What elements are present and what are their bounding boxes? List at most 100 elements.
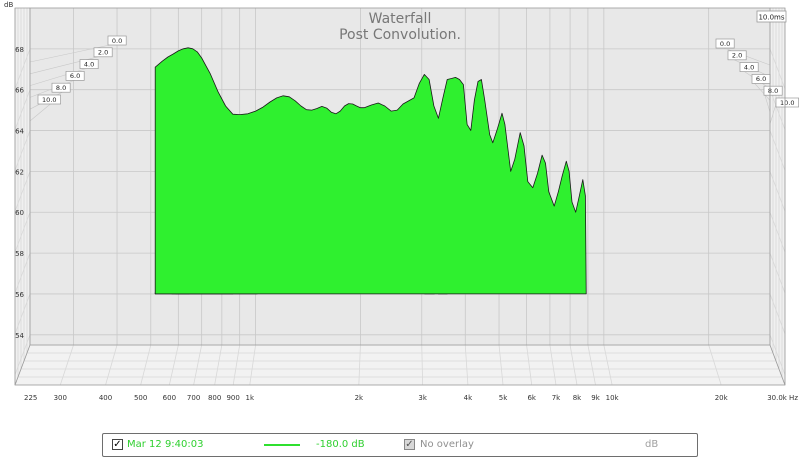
y-tick-label: 60 — [15, 209, 24, 217]
time-tick-label-right: 6.0 — [756, 75, 766, 83]
time-tick-box-left — [51, 82, 71, 93]
time-tick-box-left — [79, 59, 99, 69]
time-tick-label-right: 10.0 — [780, 99, 794, 107]
floor-grid — [14, 344, 786, 386]
time-tick-label-left: 2.0 — [98, 49, 108, 57]
x-floor-gridline — [526, 344, 533, 386]
chart-subtitle: Post Convolution. — [339, 27, 461, 43]
x-tick-label: 2k — [355, 394, 364, 402]
x-tick-label: 10k — [606, 394, 620, 402]
time-tick-label-left: 4.0 — [84, 60, 94, 68]
x-floor-gridline — [498, 344, 504, 386]
legend-series-value: -180.0 dB — [316, 439, 365, 450]
y-tick-label: 54 — [15, 332, 24, 340]
x-tick-label: 800 — [208, 394, 221, 402]
y-tick-label: 62 — [15, 168, 24, 176]
time-tick-box-right — [763, 85, 783, 96]
x-tick-label: 400 — [99, 394, 112, 402]
x-floor-gridline — [140, 344, 152, 386]
x-floor-gridline — [569, 344, 578, 386]
y-gridline-right-wall — [769, 48, 786, 89]
time-guide-right — [769, 103, 777, 125]
x-tick-label: 30.0k Hz — [767, 394, 798, 402]
y-gridline-right-wall — [769, 171, 786, 212]
x-floor-gridline — [549, 344, 557, 386]
legend-box: ✓ Mar 12 9:40:03 -180.0 dB ✓ No overlay … — [102, 433, 698, 457]
x-tick-label: 20k — [715, 394, 729, 402]
legend-overlay-name[interactable]: No overlay — [420, 439, 474, 450]
y-gridline-left-wall — [14, 293, 31, 335]
y-gridline-left-wall — [14, 171, 31, 212]
chart-title: Waterfall — [369, 11, 432, 27]
y-gridline-right-wall — [769, 130, 786, 171]
time-tick-label-left: 8.0 — [56, 84, 66, 92]
x-floor-gridline — [168, 344, 179, 386]
y-gridline-right-wall — [769, 334, 786, 375]
x-floor-gridline — [603, 344, 613, 386]
x-tick-label: 4k — [464, 394, 473, 402]
time-tick-box-right — [727, 50, 747, 61]
x-tick-label: 1k — [245, 394, 254, 402]
x-tick-label: 700 — [187, 394, 200, 402]
right-depth-edge — [769, 344, 786, 386]
y-gridline-left-wall — [14, 48, 31, 89]
time-tick-box-left — [37, 94, 61, 105]
time-tick-box-right — [715, 38, 735, 49]
x-floor-gridline — [214, 344, 223, 386]
floor-plane — [15, 345, 785, 385]
x-floor-gridline — [105, 344, 118, 386]
time-tick-box-left — [65, 71, 85, 81]
x-floor-gridline — [232, 344, 241, 386]
time-tick-box-right — [739, 62, 759, 72]
x-floor-gridline — [358, 344, 361, 386]
y-gridline-left-wall — [14, 212, 31, 253]
series-area-0ms — [154, 47, 587, 295]
time-tick-label-right: 2.0 — [732, 52, 742, 60]
back-frame — [29, 7, 771, 346]
x-tick-label: 300 — [54, 394, 67, 402]
time-tick-label-right: 8.0 — [768, 87, 778, 95]
y-gridline-left-wall — [14, 130, 31, 171]
y-axis: 54 56 58 60 62 64 66 68 — [15, 46, 24, 340]
time-tick-label-left: 6.0 — [70, 72, 80, 80]
series-visibility-checkbox[interactable]: ✓ — [112, 439, 123, 450]
plot-frame — [14, 7, 786, 386]
y-gridline-right-wall — [769, 293, 786, 335]
x-tick-label: 900 — [226, 394, 239, 402]
x-floor-gridline — [708, 344, 722, 386]
y-tick-label: 66 — [15, 87, 24, 95]
time-tick-label-right: 0.0 — [720, 40, 730, 48]
time-axis: 0.02.04.06.08.010.00.02.04.06.08.010.0 — [29, 35, 799, 125]
legend-series-swatch — [264, 444, 300, 446]
y-tick-label: 64 — [15, 128, 24, 136]
x-floor-gridline — [249, 344, 256, 386]
x-floor-gridline — [59, 344, 74, 386]
y-tick-label: 58 — [15, 250, 24, 258]
y-gridline-left-wall — [14, 252, 31, 294]
x-floor-gridline — [464, 344, 469, 386]
time-tick-box-left — [107, 35, 127, 46]
overlay-checkbox[interactable]: ✓ — [404, 439, 415, 450]
x-tick-label: 8k — [573, 394, 582, 402]
legend-series-name[interactable]: Mar 12 9:40:03 — [127, 439, 204, 450]
time-axis-label: 10.0ms — [758, 14, 784, 22]
y-axis-label: dB — [4, 1, 13, 9]
time-tick-box-right — [775, 97, 799, 108]
y-tick-label: 56 — [15, 291, 24, 299]
x-tick-label: 500 — [134, 394, 147, 402]
x-tick-label: 5k — [499, 394, 508, 402]
x-tick-label: 225 — [24, 394, 37, 402]
y-tick-label: 68 — [15, 46, 24, 54]
left-depth-edge — [14, 344, 31, 386]
x-axis: 225 300 400 500 600 700 800 900 1k 2k 3k 4k 5k 6k 7k 8k… — [24, 394, 798, 402]
time-tick-label-left: 0.0 — [112, 37, 122, 45]
time-axis-label-box: 10.0ms — [756, 10, 787, 23]
x-tick-label: 9k — [591, 394, 600, 402]
x-floor-gridline — [587, 344, 596, 386]
outer-frame — [14, 7, 786, 386]
y-gridline-right-wall — [769, 89, 786, 130]
y-gridline-left-wall — [14, 334, 31, 375]
left-wall — [15, 8, 30, 385]
y-gridline-right-wall — [769, 252, 786, 294]
x-tick-label: 7k — [552, 394, 561, 402]
